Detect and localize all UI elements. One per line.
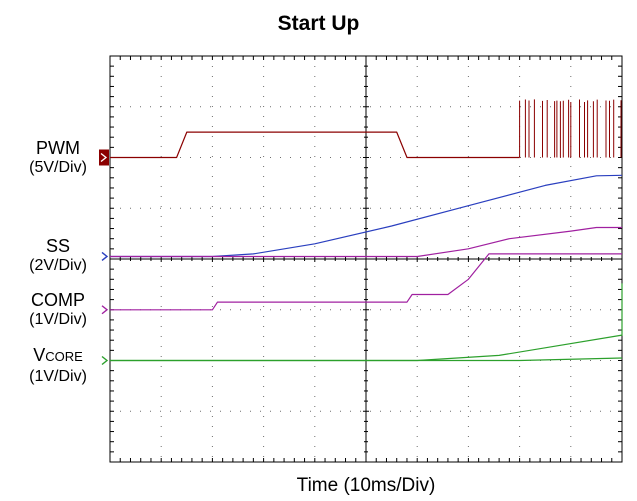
grid: [109, 55, 623, 463]
ss-name: SS: [45, 236, 70, 256]
comp-ground-marker: [101, 305, 109, 315]
chart-title: Start Up: [277, 12, 360, 35]
trace-ss: [110, 174, 623, 258]
ss-scale: (2V/Div): [29, 257, 87, 274]
comp-label: COMP (1V/Div): [8, 290, 108, 330]
pwm-label: PWM (5V/Div): [8, 138, 108, 178]
vcore-label: VCORE (1V/Div): [8, 345, 108, 387]
pwm-name: PWM: [36, 138, 80, 158]
trace-pwm: [110, 131, 520, 159]
pwm-ground-marker-arrow: [100, 152, 108, 163]
traces: [110, 99, 623, 362]
vcore-ground-marker: [101, 355, 109, 366]
channel-markers: [99, 149, 109, 366]
ss-label: SS (2V/Div): [8, 236, 108, 276]
trace-ss-second-trace: [110, 226, 622, 258]
trace-comp: [110, 253, 622, 311]
comp-scale: (1V/Div): [29, 311, 87, 328]
vcore-name: VCORE: [33, 345, 83, 365]
trace-vcore-ramp: [110, 283, 623, 362]
ss-ground-marker: [101, 251, 109, 262]
x-axis-label: Time (10ms/Div): [296, 475, 436, 496]
trace-pwm-switching: [519, 99, 622, 158]
pwm-scale: (5V/Div): [29, 159, 87, 176]
comp-name: COMP: [31, 290, 85, 310]
vcore-scale: (1V/Div): [29, 368, 87, 385]
